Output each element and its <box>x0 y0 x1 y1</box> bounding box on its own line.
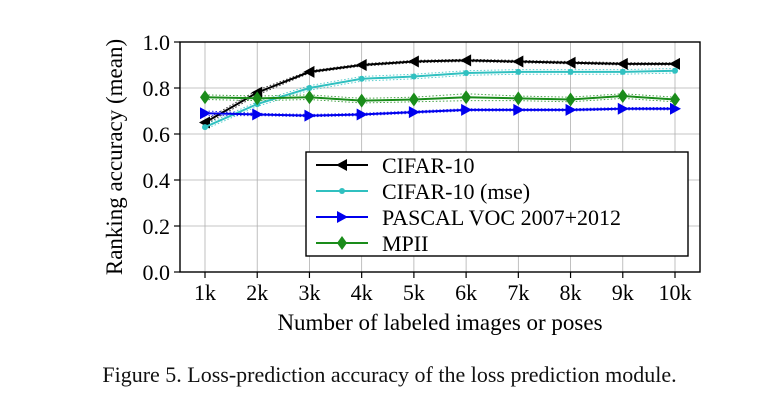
data-point <box>408 106 420 119</box>
y-tick-label: 0.4 <box>143 168 171 193</box>
x-tick-label: 8k <box>560 280 582 305</box>
legend-label: MPII <box>382 231 428 256</box>
data-point <box>567 68 574 75</box>
x-tick-label: 5k <box>403 280 425 305</box>
data-point <box>565 103 577 116</box>
y-axis-label: Ranking accuracy (mean) <box>102 39 127 275</box>
data-point <box>512 55 524 68</box>
data-point <box>356 108 368 121</box>
legend-marker <box>336 159 347 171</box>
data-point <box>304 90 315 105</box>
data-point <box>513 103 525 116</box>
data-point <box>617 102 629 115</box>
legend-marker <box>337 211 348 223</box>
data-point <box>616 57 628 70</box>
series-band-lower <box>204 61 675 126</box>
x-tick-label: 6k <box>455 280 477 305</box>
x-tick-label: 9k <box>612 280 634 305</box>
x-tick-label: 10k <box>659 280 692 305</box>
y-tick-label: 0.0 <box>143 260 171 285</box>
data-point <box>358 75 365 82</box>
series-mpii <box>200 89 680 108</box>
x-tick-label: 3k <box>298 280 320 305</box>
data-point <box>460 54 472 67</box>
chart-figure: 0.0 0.2 0.4 0.6 0.8 1.0 1k 2k 3k 4k 5k 6k 7k 8k 9k 10k… <box>102 30 701 335</box>
legend-marker <box>339 188 345 194</box>
x-axis-ticks: 1k 2k 3k 4k 5k 6k 7k 8k 9k 10k <box>194 272 692 305</box>
data-point <box>461 90 472 105</box>
series-band-lower <box>205 109 675 118</box>
legend-label: CIFAR-10 <box>382 153 475 178</box>
data-point <box>617 89 628 104</box>
legend-label: PASCAL VOC 2007+2012 <box>382 205 621 230</box>
data-point <box>306 85 313 91</box>
data-point <box>463 70 470 77</box>
legend-item: CIFAR-10 (mse) <box>316 179 530 204</box>
data-point <box>669 57 680 70</box>
series-cifar-10 <box>199 54 680 129</box>
data-point <box>564 56 576 69</box>
series-band-upper <box>204 107 675 115</box>
y-tick-label: 0.2 <box>143 214 171 239</box>
series-line <box>204 69 676 129</box>
data-point <box>202 124 208 131</box>
data-point <box>304 109 316 122</box>
data-point <box>252 91 263 106</box>
data-point <box>619 68 626 75</box>
figure-caption: Figure 5. Loss-prediction accuracy of th… <box>102 362 677 387</box>
legend-box <box>305 151 689 257</box>
legend-item: PASCAL VOC 2007+2012 <box>316 205 621 230</box>
data-point <box>410 73 417 80</box>
series-pascal-voc-2007-2012 <box>200 102 681 122</box>
data-point <box>252 108 264 121</box>
error-bands <box>204 58 676 130</box>
data-point <box>356 93 367 108</box>
x-tick-label: 1k <box>194 280 216 305</box>
series-band-upper <box>204 67 676 126</box>
data-point <box>303 65 315 78</box>
legend-marker <box>337 236 347 250</box>
data-point <box>672 67 678 74</box>
x-axis-label: Number of labeled images or poses <box>277 310 602 335</box>
series-line <box>204 107 675 117</box>
series-lines <box>199 54 681 131</box>
x-tick-label: 2k <box>246 280 268 305</box>
data-point <box>513 91 524 106</box>
data-point <box>461 103 473 116</box>
y-tick-label: 1.0 <box>143 30 171 55</box>
data-point <box>670 92 680 107</box>
y-tick-label: 0.8 <box>143 76 171 101</box>
x-tick-label: 4k <box>351 280 373 305</box>
data-point <box>200 107 211 120</box>
data-point <box>515 68 522 75</box>
data-point <box>408 92 419 107</box>
series-line <box>204 59 675 124</box>
series-line <box>204 95 676 102</box>
series-band-upper <box>204 58 675 121</box>
data-point <box>670 102 681 115</box>
data-point <box>407 55 419 68</box>
data-point <box>565 92 576 107</box>
y-axis-ticks: 0.0 0.2 0.4 0.6 0.8 1.0 <box>143 30 180 285</box>
data-point <box>355 59 367 71</box>
x-tick-label: 7k <box>507 280 529 305</box>
data-point <box>200 90 210 105</box>
legend-item: MPII <box>316 231 428 256</box>
y-tick-label: 0.6 <box>143 122 171 147</box>
plot-area-frame <box>179 41 701 273</box>
legend-item: CIFAR-10 <box>316 153 475 178</box>
series-cifar-10-mse <box>202 67 678 131</box>
series-band-lower <box>204 97 676 104</box>
legend-label: CIFAR-10 (mse) <box>382 179 530 204</box>
